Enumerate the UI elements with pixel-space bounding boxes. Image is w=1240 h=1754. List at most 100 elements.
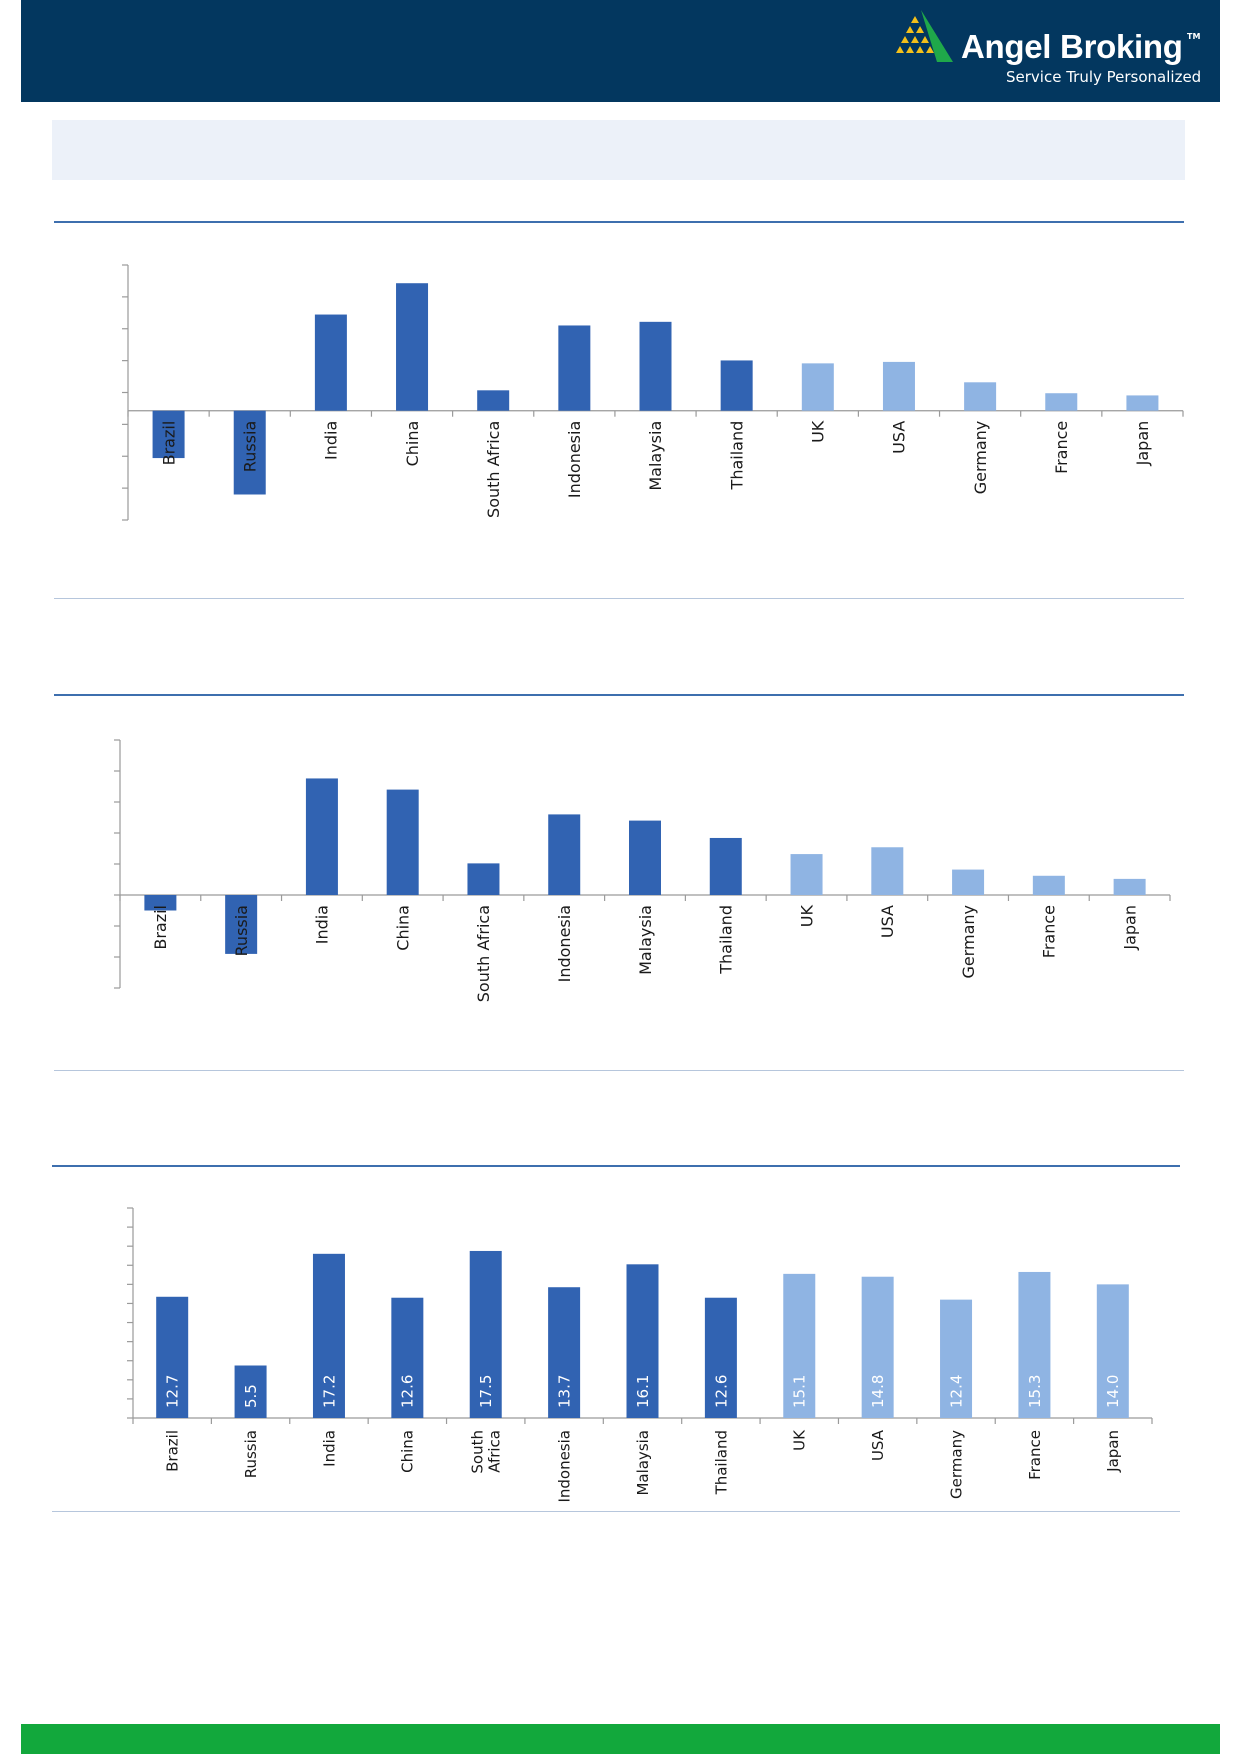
x-tick-label: UK [797,904,816,927]
bar-usa [861,1276,894,1418]
bar-russia [234,1365,267,1418]
x-tick-label: Japan [1133,421,1152,467]
brand-name: Angel Broking [961,28,1183,65]
x-tick-label: India [320,1430,338,1467]
x-tick-label: Japan [1120,905,1139,951]
x-tick-label: Malaysia [634,1430,652,1496]
footer-bar [21,1724,1220,1754]
bar-usa [882,361,915,411]
x-tick-label: USA [878,905,897,938]
bar-china [391,1297,424,1418]
x-tick-label: China [393,905,412,951]
bar-japan [1096,1284,1129,1418]
x-tick-label: UK [809,420,828,443]
chart-3-bar-chart: Brazil 12.7 Russia 5.5 India 17.2 China 12.6 Sou… [127,1207,1153,1503]
x-tick-label: Thailand [712,1430,730,1495]
x-tick-label: Indonesia [565,421,584,498]
x-tick-label: France [1026,1430,1044,1480]
x-tick-label: Malaysia [636,905,655,975]
x-tick-label: South Africa [474,905,493,1002]
bar-malaysia [626,1264,659,1418]
bar-japan [1126,395,1159,411]
bar-indonesia [558,325,591,411]
bar-china [396,283,429,411]
data-label: 15.3 [1026,1375,1044,1408]
data-label: 12.6 [399,1375,417,1408]
bar-usa [871,847,904,895]
x-tick-label: France [1052,421,1071,474]
page-header: Angel Broking TM Service Truly Personali… [21,0,1220,102]
bar-india [314,314,347,411]
bar-france [1045,393,1078,411]
bar-china [386,789,419,895]
chart-2-bottom-rule [54,1070,1184,1071]
x-tick-label: France [1040,905,1059,958]
bar-south-africa [477,390,510,411]
bar-malaysia [639,321,672,411]
x-tick-label: Germany [971,421,990,495]
bar-indonesia [548,814,581,895]
x-tick-label: UK [791,1429,809,1451]
bar-uk [783,1273,816,1418]
data-label: 17.2 [320,1375,338,1408]
x-tick-label: Thailand [717,905,736,975]
section-title-band [52,120,1185,180]
bar-brazil [156,1296,189,1418]
x-tick-label: Russia [242,1430,260,1478]
bar-uk [790,854,823,895]
chart-3-bottom-rule [52,1511,1180,1512]
bar-germany [952,869,985,895]
x-tick-label: South Africa [484,421,503,518]
bar-thailand [709,837,742,895]
bar-south-africa [467,863,500,895]
data-label: 14.0 [1104,1375,1122,1408]
bar-indonesia [548,1287,581,1418]
x-tick-label: Brazil [159,421,178,466]
x-tick-label: India [322,421,341,460]
chart-1-bottom-rule [54,598,1184,599]
bar-malaysia [629,820,661,895]
x-tick-label: Russia [240,421,259,472]
data-label: 12.6 [712,1375,730,1408]
bar-brazil [144,895,177,911]
x-tick-label: Thailand [727,421,746,491]
data-label: 13.7 [556,1375,574,1408]
bar-germany [940,1299,973,1418]
chart-3-top-rule [52,1165,1180,1167]
x-tick-label: Brazil [151,905,170,950]
bar-russia [233,410,266,495]
bar-brazil [152,410,185,459]
bar-germany [964,382,997,411]
chart-1-bar-chart: Brazil Russia India China South Africa Indone… [122,264,1184,521]
x-tick-label: India [313,905,332,944]
x-tick-label: Germany [959,905,978,979]
bar-india [305,778,338,895]
x-tick-label: Indonesia [555,905,574,982]
x-tick-label: Russia [232,905,251,956]
data-label: 14.8 [869,1375,887,1408]
data-label: 5.5 [242,1384,260,1408]
bar-south-africa [469,1250,502,1418]
x-tick-label: Africa [486,1430,504,1473]
bar-thailand [720,360,753,411]
bar-thailand [704,1297,737,1418]
bar-france [1018,1271,1051,1418]
data-label: 12.7 [164,1375,182,1408]
data-label: 15.1 [791,1375,809,1408]
data-label: 12.4 [947,1375,965,1408]
x-tick-label: USA [869,1429,887,1461]
bar-japan [1113,878,1146,895]
data-label: 16.1 [634,1375,652,1408]
x-tick-label: Indonesia [556,1430,574,1503]
x-tick-label: China [403,421,422,467]
chart-2-top-rule [54,694,1184,696]
bar-india [312,1253,345,1418]
bar-russia [225,895,258,954]
x-tick-label: Germany [947,1430,965,1499]
x-tick-label: Brazil [164,1430,182,1472]
x-tick-label: Malaysia [646,421,665,491]
x-tick-label: South [469,1430,487,1474]
bar-france [1032,875,1065,895]
data-label: 17.5 [477,1375,495,1408]
x-tick-label: Japan [1104,1430,1122,1473]
